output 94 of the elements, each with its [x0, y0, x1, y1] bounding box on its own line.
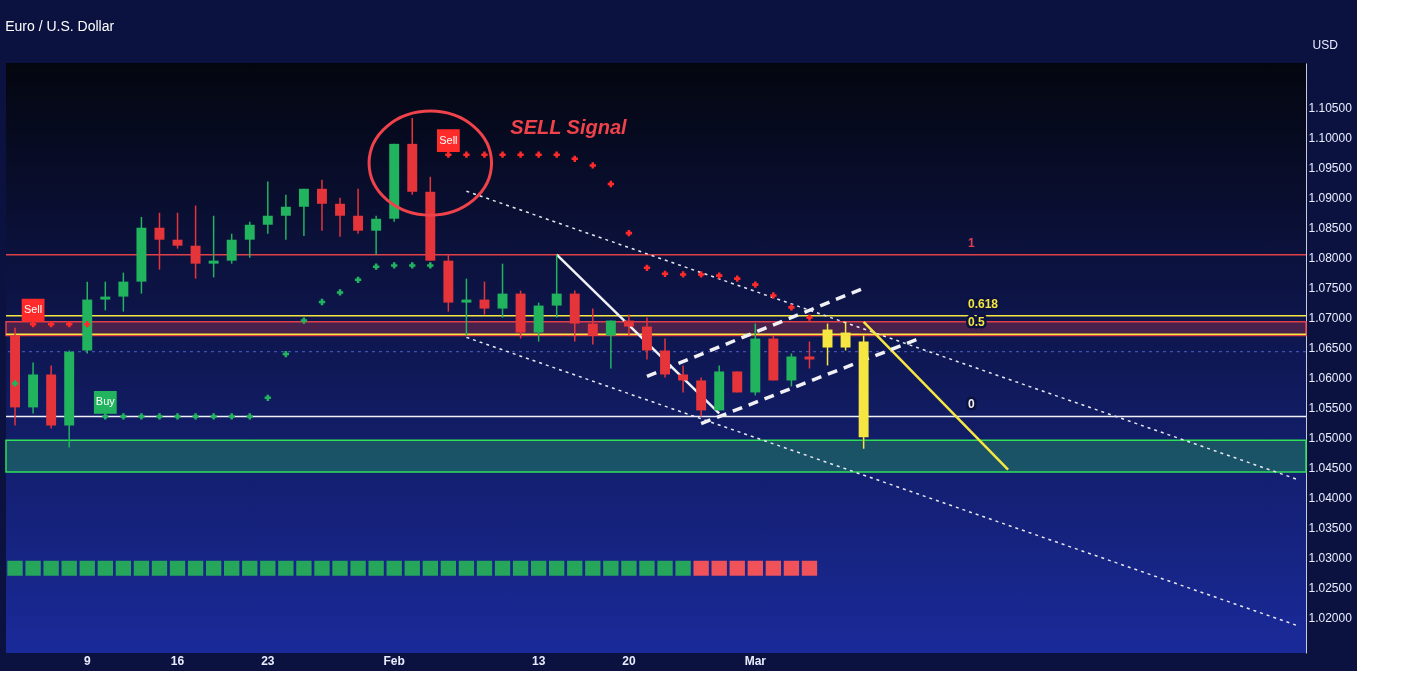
y-tick-label: 1.10500	[1308, 101, 1353, 116]
candlestick	[642, 316, 652, 361]
candlestick	[605, 319, 616, 370]
candlestick	[461, 277, 472, 337]
y-tick-label: 1.04500	[1308, 460, 1353, 475]
data-label: Buy	[95, 395, 116, 408]
candlestick	[623, 313, 634, 337]
y-tick-label: 1.07500	[1308, 281, 1353, 296]
x-tick-label: 16	[170, 653, 185, 668]
y-tick-label: 1.06000	[1308, 370, 1353, 385]
x-tick-label: Mar	[744, 653, 767, 668]
point	[210, 413, 217, 420]
point	[409, 262, 416, 269]
candlestick	[262, 180, 273, 235]
point	[174, 413, 181, 420]
y-tick-label: 1.06500	[1308, 341, 1353, 356]
point	[84, 321, 91, 328]
point	[770, 292, 777, 299]
candlestick	[678, 364, 689, 394]
annotation: SELL Signal	[510, 116, 628, 139]
candlestick	[280, 194, 291, 241]
y-tick-label: 1.10000	[1308, 131, 1353, 146]
point	[156, 413, 163, 420]
annotation: 0.618	[968, 296, 999, 311]
candlestick	[172, 212, 183, 250]
y-axis-title: USD	[1312, 37, 1339, 52]
point	[102, 413, 109, 420]
candlestick	[551, 253, 562, 319]
point	[734, 275, 741, 282]
candlestick	[497, 262, 508, 319]
candlestick	[154, 212, 165, 271]
point	[806, 314, 813, 321]
point	[517, 151, 524, 158]
point	[535, 151, 542, 158]
candlestick	[371, 214, 382, 256]
point	[679, 271, 687, 278]
candlestick	[587, 307, 598, 346]
point	[697, 271, 705, 278]
candlestick	[190, 204, 201, 280]
candlestick	[226, 232, 237, 265]
point	[120, 413, 127, 420]
point	[228, 413, 235, 420]
point	[571, 155, 578, 162]
point	[246, 413, 253, 420]
y-tick-label: 1.09000	[1308, 191, 1353, 206]
candlestick	[786, 352, 797, 388]
candlestick	[353, 188, 364, 235]
y-tick-label: 1.03500	[1308, 520, 1353, 535]
point	[589, 162, 596, 169]
point	[553, 151, 560, 158]
data-label: Sell	[23, 303, 43, 316]
x-tick-label: 23	[261, 653, 275, 668]
candlestick	[118, 271, 129, 313]
point	[716, 272, 723, 279]
candlestick	[100, 280, 111, 312]
x-tick-label: Feb	[383, 653, 405, 668]
candlestick	[479, 280, 490, 316]
point	[391, 262, 398, 269]
candlestick	[335, 197, 345, 238]
x-tick-label: 20	[622, 653, 636, 668]
point	[372, 263, 380, 270]
y-tick-label: 1.04000	[1308, 490, 1353, 505]
data-label: Sell	[439, 133, 458, 146]
point	[481, 151, 488, 158]
x-tick-label: 13	[531, 653, 546, 668]
point	[336, 289, 344, 296]
y-tick-label: 1.07000	[1308, 311, 1353, 326]
point	[427, 262, 434, 269]
candlestick	[317, 179, 327, 232]
y-tick-label: 1.09500	[1308, 161, 1353, 176]
x-tick-label: 9	[83, 653, 91, 668]
candlestick	[660, 337, 670, 379]
annotation: 1	[968, 235, 975, 250]
annotation: 0	[968, 397, 975, 412]
point	[788, 304, 795, 311]
y-tick-label: 1.03000	[1308, 550, 1353, 565]
y-tick-label: 1.08500	[1308, 221, 1353, 236]
y-tick-label: 1.02500	[1308, 580, 1353, 595]
chart-title: Euro / U.S. Dollar	[5, 18, 115, 34]
point	[463, 151, 470, 158]
point	[138, 413, 145, 420]
point	[445, 151, 452, 158]
y-tick-label: 1.02000	[1308, 610, 1353, 625]
point	[11, 380, 19, 387]
point	[192, 413, 199, 420]
point	[752, 281, 759, 288]
candlestick	[298, 188, 309, 237]
point	[499, 151, 506, 158]
point	[300, 317, 308, 324]
candlestick	[208, 214, 219, 279]
y-tick-label: 1.05500	[1308, 400, 1353, 415]
y-tick-label: 1.08000	[1308, 251, 1353, 266]
y-tick-label: 1.05000	[1308, 430, 1353, 445]
candlestick	[244, 220, 255, 259]
